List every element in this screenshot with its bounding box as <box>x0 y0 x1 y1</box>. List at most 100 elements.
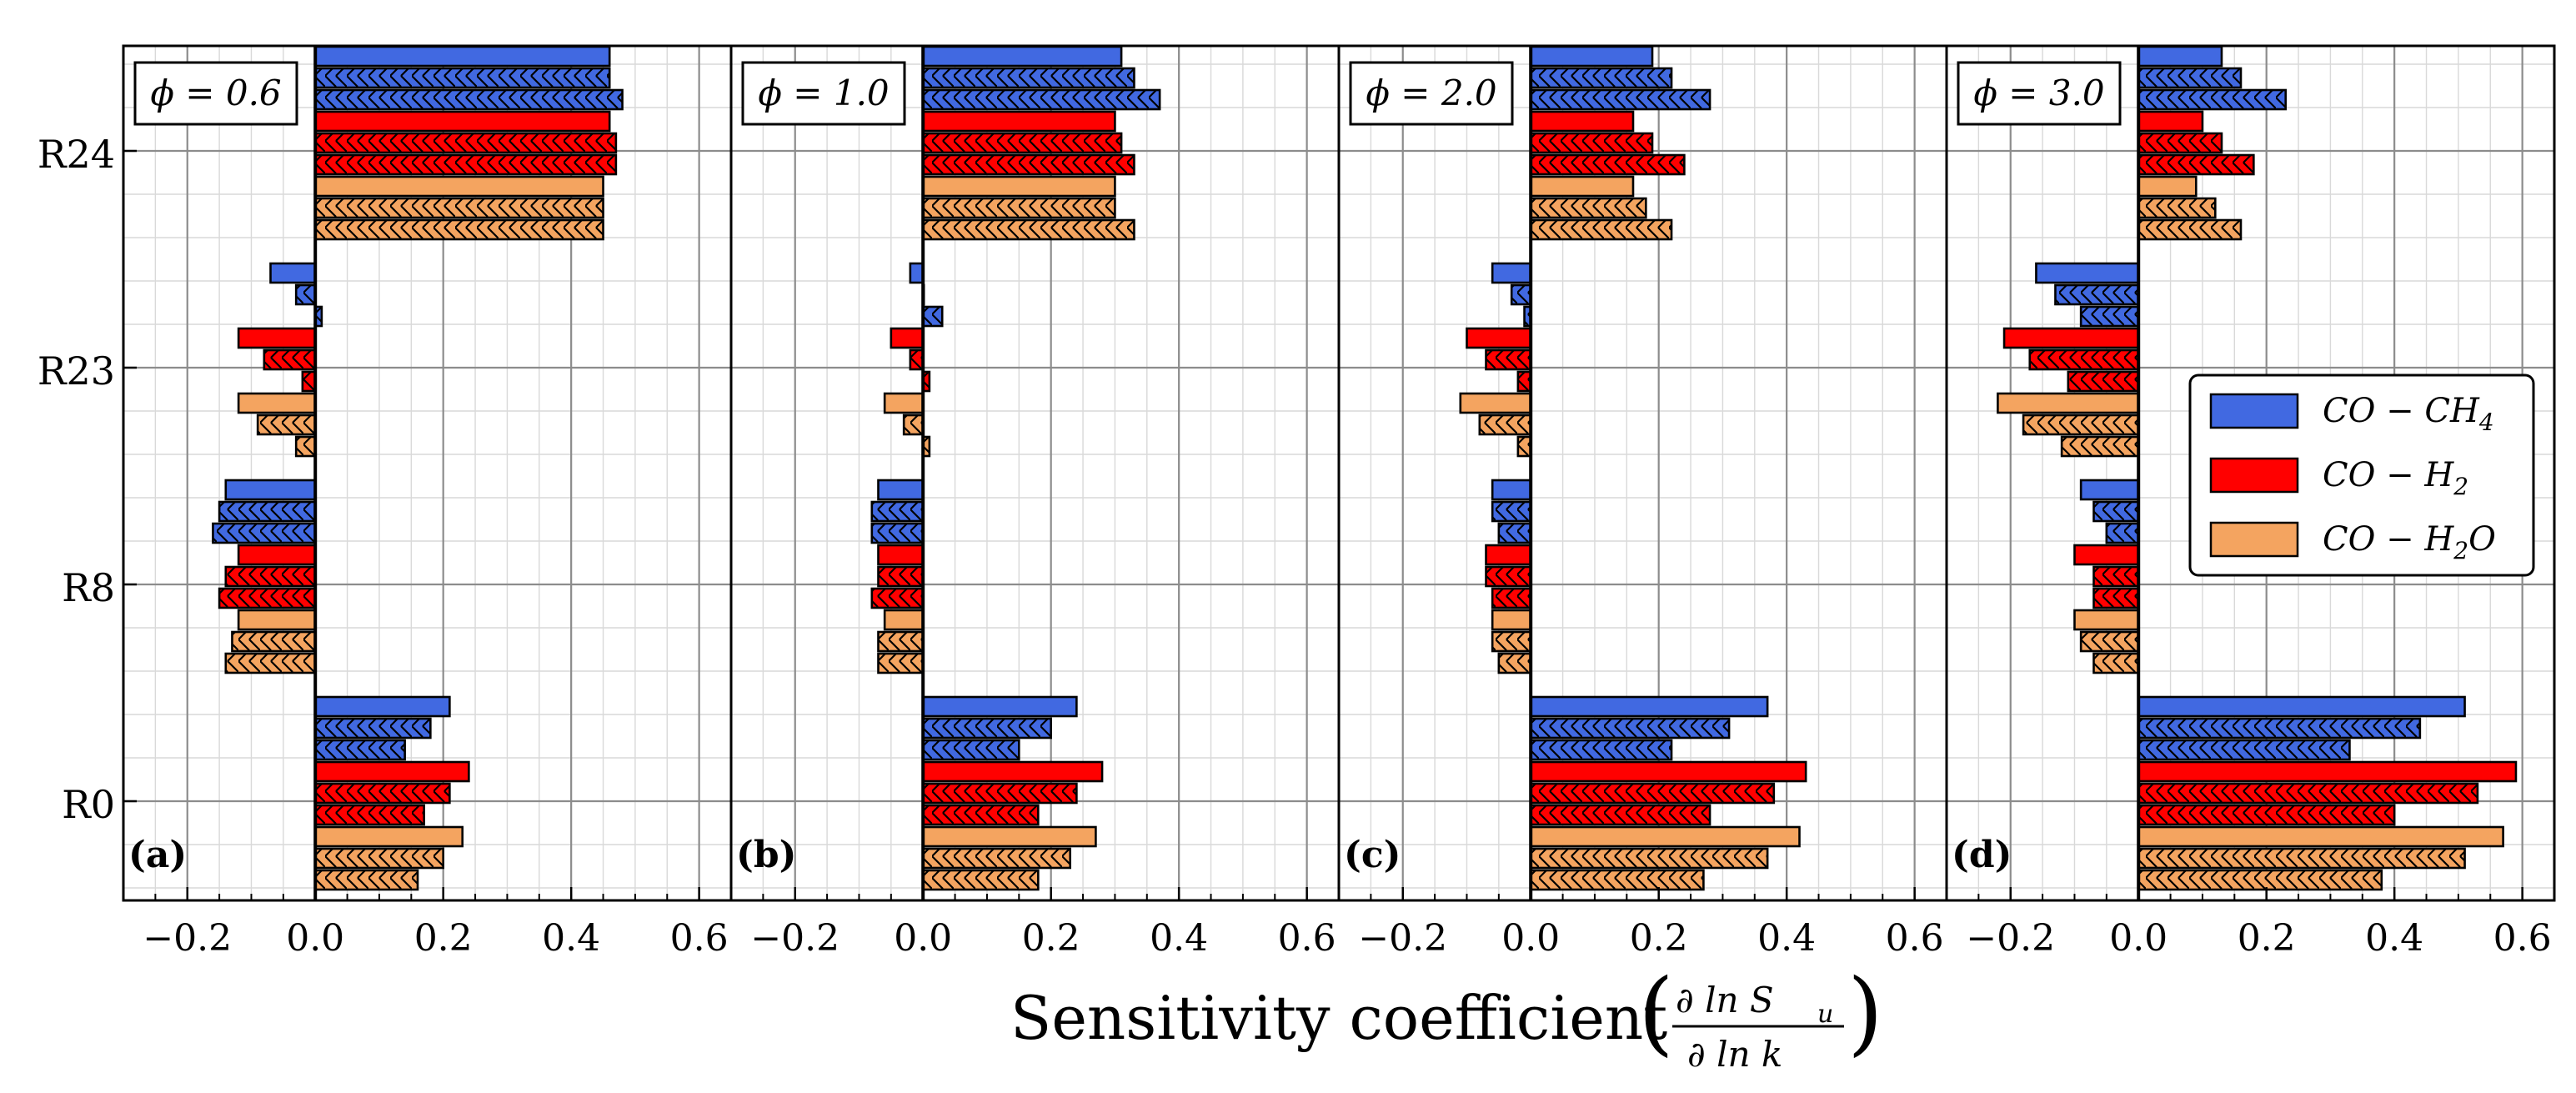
xtick-label: 0.2 <box>1022 917 1080 960</box>
legend-entry-co-h2o: CO − H2O <box>2209 520 2496 564</box>
ytick-label-r8: R8 <box>62 565 115 610</box>
bar-r24-co-ch4-3 <box>313 88 624 111</box>
phi-box-frame <box>1349 61 1514 126</box>
bar-r0-co-h2o-2 <box>313 847 444 870</box>
xtick-label: −0.2 <box>750 917 839 960</box>
xtick-label: 0.2 <box>1630 917 1688 960</box>
bar-r24-co-h2o-3 <box>2137 218 2243 241</box>
bar-r8-co-h2-2 <box>1485 565 1532 588</box>
phi-box: ϕ = 2.0 <box>1349 61 1514 126</box>
bar-r23-co-h2o-1 <box>1997 392 2140 414</box>
bar-r0-co-h2o-3 <box>2137 869 2383 891</box>
x-axis-fraction-denominator: ∂ ln k <box>1687 1034 1782 1075</box>
bar-r0-co-h2o-2 <box>2137 847 2466 870</box>
legend-label-co-h2: CO − H2 <box>2323 456 2468 500</box>
bar-r8-co-ch4-3 <box>1497 522 1532 544</box>
xtick-label: 0.6 <box>1278 917 1336 960</box>
panel-3: −0.2 0.0 0.2 0.4 0.6 ϕ = 2.0 (c) <box>1337 44 1948 960</box>
bar-r23-co-ch4-3 <box>921 305 944 328</box>
xtick-label: 0.0 <box>2109 917 2168 960</box>
panel-frame <box>1945 44 2556 902</box>
bar-r8-co-h2-1 <box>237 544 317 566</box>
bar-r23-co-h2-3 <box>1516 370 1532 393</box>
bar-r0-co-h2o-3 <box>921 869 1040 891</box>
bar-r24-co-ch4-2 <box>1529 67 1673 89</box>
bar-r0-co-h2o-1 <box>1529 825 1801 848</box>
xtick-label: −0.2 <box>1966 917 2055 960</box>
bar-r23-co-ch4-1 <box>909 262 925 284</box>
phi-box-frame <box>1957 61 2122 126</box>
bar-r0-co-ch4-3 <box>313 739 406 761</box>
bar-r24-co-ch4-1 <box>921 45 1123 68</box>
legend-label-co-ch4: CO − CH4 <box>2323 392 2494 436</box>
bar-r23-co-ch4-3 <box>2079 305 2140 328</box>
bar-r8-co-ch4-1 <box>224 479 317 501</box>
panel-2: −0.2 0.0 0.2 0.4 0.6 ϕ = 1.0 (b) <box>729 44 1341 960</box>
bar-r8-co-h2-3 <box>2092 587 2140 609</box>
bar-r0-co-h2-1 <box>1529 760 1807 783</box>
bar-r23-co-h2-2 <box>2028 348 2140 371</box>
bar-r8-co-ch4-2 <box>1491 500 1532 523</box>
bar-r23-co-h2o-1 <box>1459 392 1532 414</box>
bar-r0-co-h2-1 <box>313 760 470 783</box>
bar-r8-co-ch4-3 <box>2105 522 2140 544</box>
panels-layer: −0.2 0.0 0.2 0.4 0.6 ϕ = 0.6 (a) −0.2 0.0 0.2 0.4 0… <box>122 44 2556 960</box>
phi-box-frame <box>741 61 906 126</box>
phi-label: ϕ = 2.0 <box>1366 73 1496 113</box>
bar-r24-co-ch4-3 <box>2137 88 2288 111</box>
bar-r0-co-h2o-1 <box>2137 825 2504 848</box>
xtick-label: −0.2 <box>1358 917 1447 960</box>
phi-box: ϕ = 0.6 <box>133 61 298 126</box>
bar-r8-co-h2-2 <box>224 565 317 588</box>
bar-r0-co-h2-2 <box>2137 782 2479 805</box>
ytick-label-r0: R0 <box>62 782 115 827</box>
x-axis-fraction-numerator-sub: u <box>1817 1000 1833 1029</box>
bar-r0-co-h2-3 <box>2137 804 2396 826</box>
bar-r0-co-ch4-1 <box>921 695 1078 718</box>
xtick-label: 0.4 <box>1757 917 1816 960</box>
bar-r23-co-h2-1 <box>237 327 317 349</box>
bar-r8-co-ch4-3 <box>870 522 925 544</box>
bar-r8-co-h2o-1 <box>237 609 317 631</box>
bar-r8-co-h2-3 <box>1491 587 1532 609</box>
phi-box: ϕ = 3.0 <box>1957 61 2122 126</box>
bar-r24-co-ch4-2 <box>313 67 611 89</box>
xtick-label: −0.2 <box>143 917 232 960</box>
bar-r23-co-h2o-3 <box>294 435 317 458</box>
bar-r23-co-h2o-2 <box>2022 414 2140 436</box>
x-axis-label: Sensitivity coefficient <box>1010 983 1667 1053</box>
bar-r23-co-ch4-2 <box>1510 283 1532 306</box>
bar-r8-co-h2o-2 <box>231 630 317 653</box>
legend-entry-co-ch4: CO − CH4 <box>2209 392 2494 436</box>
bar-r23-co-h2o-2 <box>902 414 925 436</box>
x-axis-title: Sensitivity coefficient ( ∂ ln S u ∂ ln … <box>1010 959 1883 1075</box>
bar-r8-co-ch4-1 <box>877 479 925 501</box>
bar-r24-co-h2-3 <box>921 153 1135 176</box>
legend-swatch-co-h2o <box>2209 521 2299 558</box>
bar-r23-co-h2o-3 <box>1516 435 1532 458</box>
bar-r0-co-h2-3 <box>313 804 425 826</box>
bar-r0-co-h2o-1 <box>921 825 1097 848</box>
bar-r23-co-h2o-1 <box>883 392 925 414</box>
phi-box-frame <box>133 61 298 126</box>
ytick-label-r24: R24 <box>38 132 115 177</box>
bar-r24-co-h2o-2 <box>2137 197 2217 219</box>
bar-r23-co-ch4-2 <box>294 283 317 306</box>
panel-letter: (c) <box>1344 834 1401 876</box>
legend-swatch-co-ch4 <box>2209 393 2299 429</box>
bar-r24-co-h2o-3 <box>921 218 1135 241</box>
legend: CO − CH4 CO − H2 CO − H2O <box>2188 374 2535 577</box>
bar-r8-co-h2-2 <box>877 565 925 588</box>
bar-r24-co-h2-3 <box>2137 153 2255 176</box>
x-axis-fraction-close: ) <box>1847 959 1883 1065</box>
xtick-label: 0.0 <box>894 917 952 960</box>
xtick-label: 0.6 <box>1886 917 1944 960</box>
bar-r24-co-h2o-2 <box>313 197 604 219</box>
x-axis-fraction-open: ( <box>1638 959 1674 1065</box>
panel-letter: (a) <box>128 834 187 876</box>
xtick-label: 0.6 <box>2493 917 2552 960</box>
bar-r24-co-ch4-1 <box>1529 45 1654 68</box>
bar-r0-co-ch4-1 <box>313 695 451 718</box>
xtick-label: 0.2 <box>414 917 473 960</box>
bar-r24-co-h2o-2 <box>1529 197 1647 219</box>
